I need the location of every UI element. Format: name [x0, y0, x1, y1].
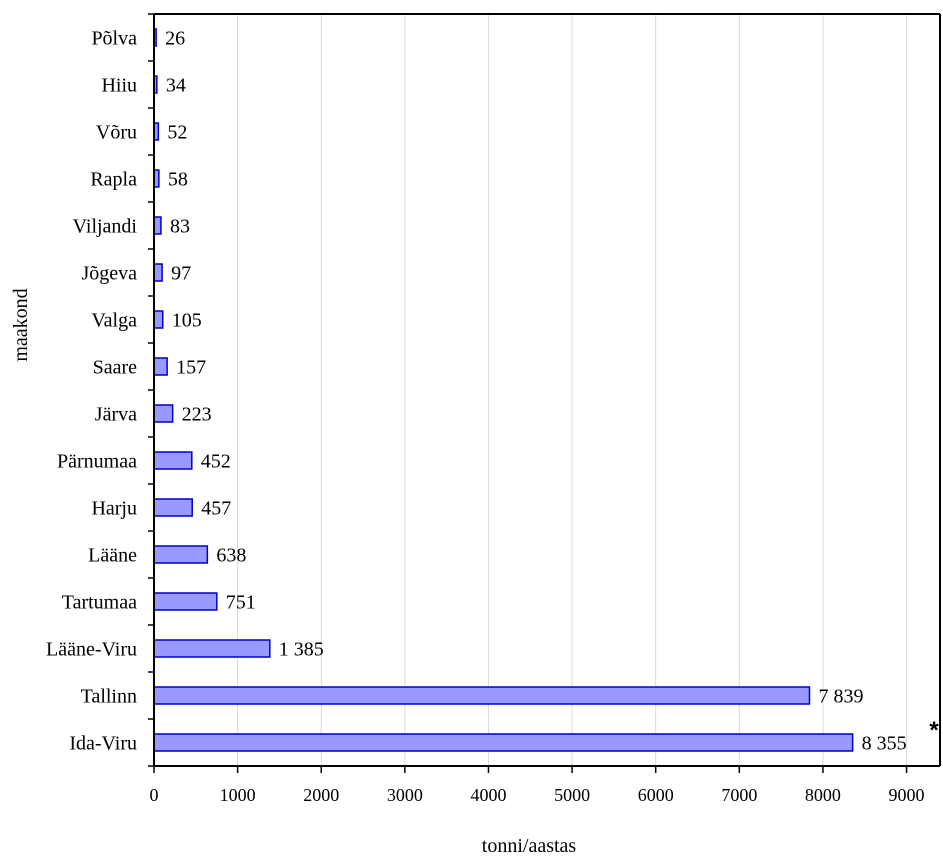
bar	[153, 592, 218, 611]
value-label: 157	[176, 357, 206, 379]
bar	[153, 216, 162, 235]
category-label: Ida-Viru	[69, 733, 137, 755]
category-label: Hiiu	[101, 75, 137, 97]
value-label: 52	[167, 122, 187, 144]
value-label: 34	[166, 75, 186, 97]
x-tick-label: 5000	[554, 785, 590, 805]
x-tick-label: 4000	[470, 785, 506, 805]
category-label: Pärnumaa	[57, 451, 137, 473]
bar	[153, 357, 168, 376]
x-tick-label: 2000	[303, 785, 339, 805]
value-label: 26	[165, 28, 185, 50]
category-label: Jõgeva	[81, 263, 137, 285]
bar	[153, 733, 854, 752]
value-label: 105	[172, 310, 202, 332]
x-tick-label: 3000	[387, 785, 423, 805]
x-tick-label: 8000	[805, 785, 841, 805]
category-label: Võru	[96, 122, 137, 144]
y-axis-title: maakond	[10, 288, 32, 361]
category-label: Rapla	[90, 169, 137, 191]
category-label: Tallinn	[81, 686, 137, 708]
bars-layer	[153, 28, 854, 752]
bar	[153, 639, 271, 658]
value-label: 97	[171, 263, 191, 285]
x-tick-label: 1000	[220, 785, 256, 805]
grid-layer	[237, 14, 908, 766]
value-label: 58	[168, 169, 188, 191]
bar	[153, 451, 193, 470]
x-tick-label: 6000	[638, 785, 674, 805]
value-label: 8 355	[862, 733, 907, 755]
category-label: Viljandi	[73, 216, 138, 238]
axes-layer	[148, 13, 941, 773]
value-label: 452	[201, 451, 231, 473]
value-label: 457	[201, 498, 231, 520]
annotation-asterisk: *	[929, 717, 939, 744]
x-tick-label: 0	[150, 785, 159, 805]
category-label: Põlva	[91, 28, 137, 50]
category-label: Tartumaa	[62, 592, 137, 614]
category-label: Saare	[93, 357, 138, 379]
value-label: 223	[182, 404, 212, 426]
value-label: 751	[226, 592, 256, 614]
bar	[153, 263, 163, 282]
bar	[153, 404, 174, 423]
bar	[153, 310, 164, 329]
bar	[153, 498, 193, 517]
value-label: 638	[216, 545, 246, 567]
x-tick-label: 9000	[889, 785, 925, 805]
category-label: Harju	[91, 498, 137, 520]
category-label: Järva	[95, 404, 137, 426]
bar	[153, 545, 209, 564]
category-label: Lääne	[88, 545, 137, 567]
category-label: Lääne-Viru	[46, 639, 137, 661]
x-axis-title: tonni/aastas	[482, 835, 577, 857]
value-label: 7 839	[818, 686, 863, 708]
bar	[153, 686, 811, 705]
value-label: 1 385	[279, 639, 324, 661]
labels-layer: 26 Põlva 34 Hiiu 52 Võru 58 Rapla 83 Viljandi 97 Jõ…	[46, 28, 925, 806]
x-tick-label: 7000	[721, 785, 757, 805]
value-label: 83	[170, 216, 190, 238]
category-label: Valga	[91, 310, 137, 332]
